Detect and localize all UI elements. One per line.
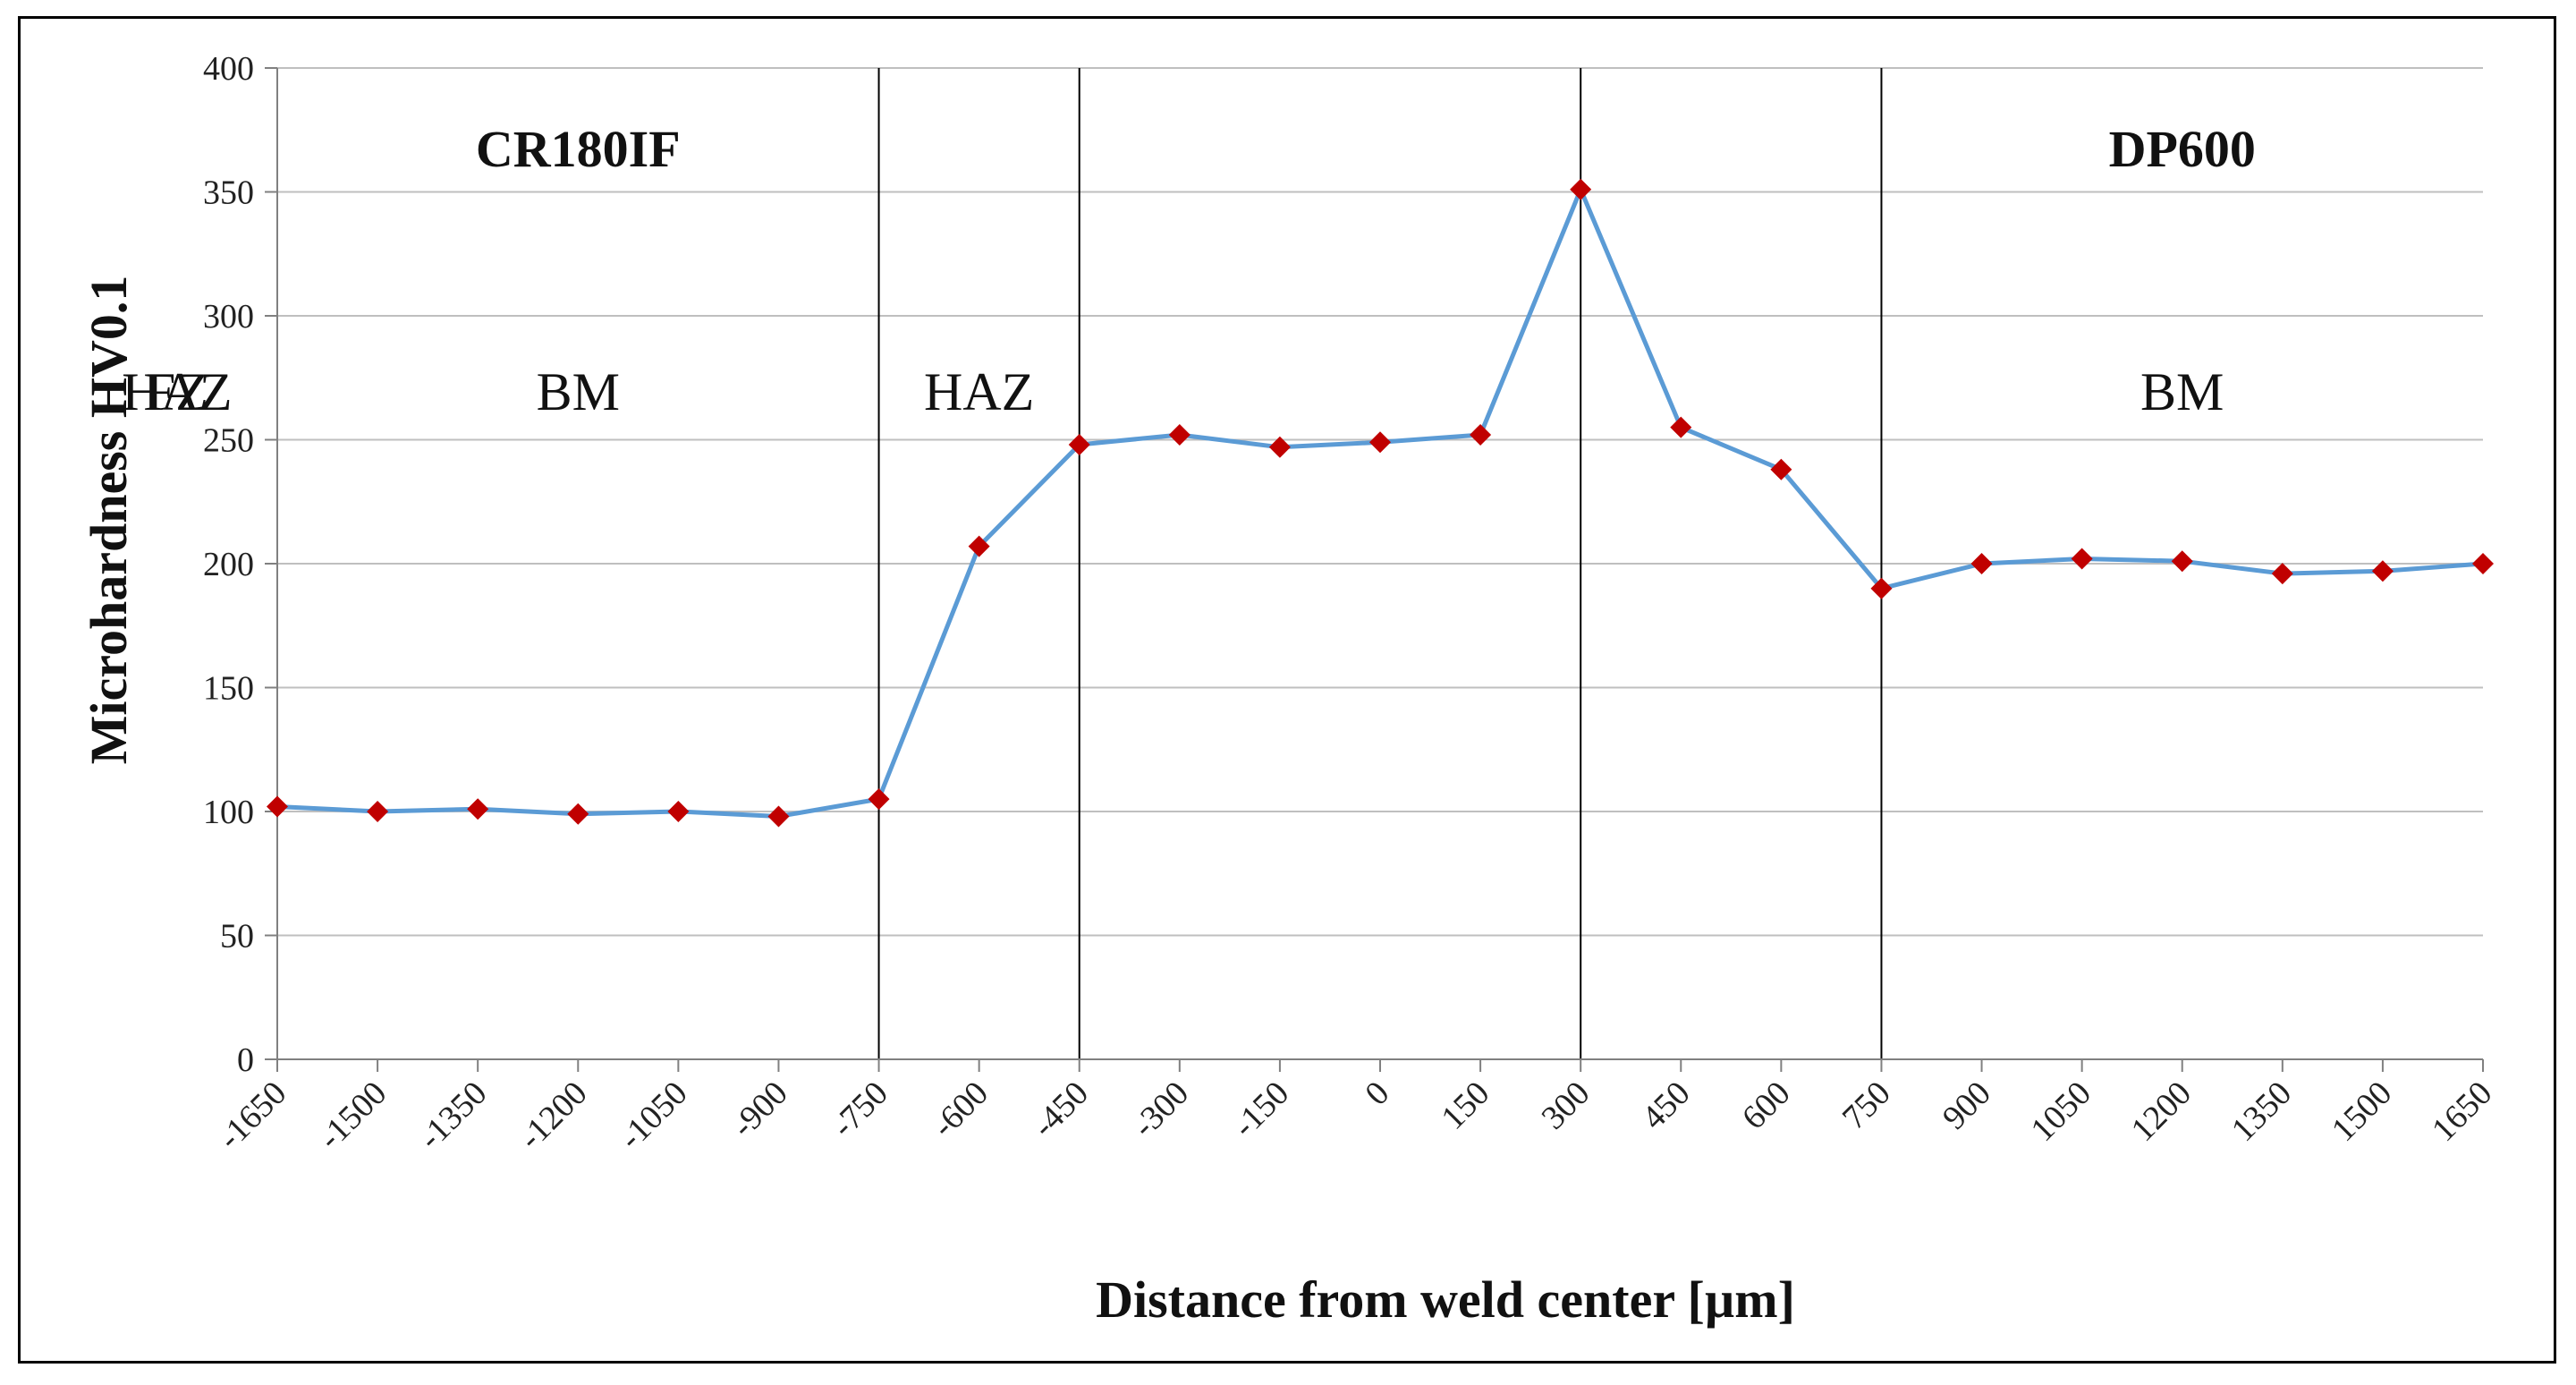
data-series [267,178,2494,828]
data-point [567,803,589,825]
x-tick-label: 1350 [2224,1075,2299,1149]
x-tick-label: 900 [1936,1075,1998,1137]
data-point [1268,436,1291,458]
x-tick-label: 0 [1358,1075,1396,1113]
x-tick-label: -1500 [311,1075,394,1157]
x-tick-label: -900 [724,1075,795,1145]
x-tick-label: 150 [1434,1075,1496,1137]
data-point [2171,550,2193,573]
axes [265,67,2484,1072]
data-point [1470,423,1492,446]
x-axis-title: Distance from weld center [µm] [1096,1270,1795,1329]
series-line [276,187,2484,819]
y-tick-labels: 0 50 100 150 200 250 300 350 400 [203,50,254,1079]
x-tick-label: -750 [825,1075,895,1145]
data-point [267,795,288,818]
zone-dividers [877,68,1883,1059]
x-tick-label: -450 [1025,1075,1096,1145]
data-point [367,801,389,822]
data-point [968,535,990,557]
x-tick-label: -1650 [211,1075,293,1157]
y-tick-label: 50 [220,918,254,956]
data-point [2271,563,2293,585]
x-tick-labels: -1650 -1500 -1350 -1200 -1050 -900 -750 -600 -45… [211,1075,2499,1157]
x-tick-label: -600 [925,1075,996,1145]
zone-label: HAZ [924,362,1034,421]
x-tick-label: 750 [1835,1075,1898,1137]
data-point [2071,548,2093,570]
data-point [2472,553,2494,574]
data-point [1068,434,1090,456]
data-point [1168,423,1191,446]
y-tick-label: 100 [203,794,254,831]
data-point [1369,431,1391,454]
grid-lines [277,67,2483,937]
data-point [2371,560,2394,582]
x-tick-label: -150 [1225,1075,1296,1145]
y-tick-label: 250 [203,422,254,460]
zone-label: FZ [146,362,208,421]
x-tick-label: 1650 [2425,1075,2499,1149]
data-point [1670,416,1692,438]
y-axis-title: Microhardness HV0.1 [80,276,138,765]
x-tick-label: 1050 [2024,1075,2098,1149]
x-tick-label: 450 [1635,1075,1698,1137]
x-tick-label: -1200 [512,1075,594,1157]
zone-label: BM [2140,362,2224,421]
data-point [1970,553,1993,574]
material-label: CR180IF [476,120,681,178]
data-point [868,788,890,811]
y-tick-label: 400 [203,50,254,88]
data-point [1870,577,1893,599]
x-tick-label: 600 [1735,1075,1798,1137]
zone-label: BM [537,362,620,421]
figure-frame: 0 50 100 150 200 250 300 350 400 -1650 -1500 -1350… [18,16,2556,1364]
x-tick-label: 1500 [2325,1075,2399,1149]
y-tick-label: 0 [237,1041,254,1079]
zone-label: HAZ [122,362,232,421]
y-tick-label: 200 [203,546,254,583]
y-tick-label: 300 [203,298,254,336]
x-tick-label: -1050 [612,1075,694,1157]
x-tick-label: -300 [1125,1075,1196,1145]
data-point [667,801,690,822]
y-tick-label: 150 [203,670,254,708]
y-tick-label: 350 [203,174,254,212]
data-point [1570,178,1592,200]
data-point [467,798,489,820]
x-tick-label: 1200 [2124,1075,2199,1149]
x-tick-label: 300 [1535,1075,1597,1137]
material-label: DP600 [2109,120,2256,178]
data-point [1770,458,1792,480]
data-point [767,805,790,828]
x-tick-label: -1350 [411,1075,494,1157]
